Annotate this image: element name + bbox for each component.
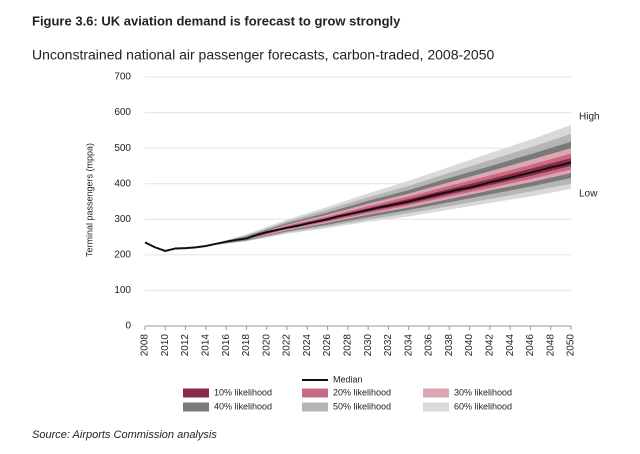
x-tick-label: 2032 [383,334,394,357]
annotation-low: Low [579,189,598,200]
median-line [144,161,572,252]
legend-label: 40% likelihood [214,401,272,411]
x-tick-label: 2014 [200,334,211,357]
legend-swatch [302,402,328,412]
legend-label: 30% likelihood [454,387,512,397]
x-tick-label: 2030 [363,334,374,357]
y-tick-label: 0 [125,321,131,332]
legend-swatch [423,402,449,412]
x-tick-label: 2028 [342,334,353,357]
legend-swatch [302,388,328,398]
source-note: Source: Airports Commission analysis [32,429,217,441]
legend-swatch [183,388,209,398]
y-tick-label: 600 [114,107,131,118]
y-axis-label: Terminal passengers (mppa) [84,143,94,257]
annotation-high: High [579,112,600,123]
chart-title: Figure 3.6: UK aviation demand is foreca… [32,13,401,28]
legend-label: 20% likelihood [333,387,391,397]
x-tick-label: 2048 [545,334,556,357]
legend-label: Median [333,374,363,384]
x-tick-label: 2012 [180,334,191,357]
x-tick-label: 2046 [525,334,536,357]
x-tick-label: 2050 [566,334,577,357]
x-tick-label: 2040 [464,334,475,357]
chart-subtitle: Unconstrained national air passenger for… [32,47,495,63]
x-tick-label: 2038 [444,334,455,357]
y-tick-label: 200 [114,249,131,260]
y-tick-label: 300 [114,214,131,225]
x-tick-label: 2020 [261,334,272,357]
x-tick-label: 2016 [221,334,232,357]
legend-swatch [183,402,209,412]
legend-swatch [423,388,449,398]
x-tick-label: 2018 [241,334,252,357]
x-tick-label: 2042 [484,334,495,357]
plot-area: High Low [144,112,600,252]
legend: Median 10% likelihood 20% likelihood 30% li… [183,374,512,412]
y-tick-label: 100 [114,285,131,296]
y-tick-label: 500 [114,143,131,154]
grid: 0 100 200 300 400 500 600 700 2008 2010 2012 2014 20… [114,72,576,357]
x-tick-label: 2024 [302,334,313,357]
x-tick-label: 2044 [505,334,516,357]
legend-label: 10% likelihood [214,387,272,397]
y-tick-label: 400 [114,178,131,189]
x-tick-label: 2034 [403,334,414,357]
x-tick-label: 2010 [160,334,171,357]
x-tick-label: 2036 [424,334,435,357]
x-tick-label: 2026 [322,334,333,357]
y-tick-label: 700 [114,72,131,83]
x-tick-label: 2022 [282,334,293,357]
legend-label: 50% likelihood [333,401,391,411]
x-tick-label: 2008 [140,334,151,357]
legend-label: 60% likelihood [454,401,512,411]
